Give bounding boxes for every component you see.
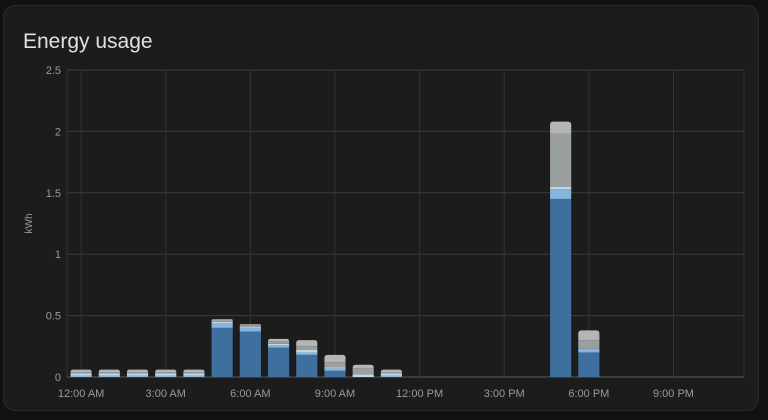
bar-segment [324,367,346,369]
bar-segment [296,340,318,347]
bar-segment [352,374,374,377]
bar-segment [155,372,177,374]
y-tick-label: 1 [55,249,61,261]
x-tick-label: 12:00 AM [58,388,104,400]
bar-segment [296,354,318,377]
bar-segment [550,133,572,187]
y-tick-label: 0.5 [46,311,61,323]
bar-segment [183,369,205,373]
bar-segment [296,352,318,355]
bar-segment [239,325,261,327]
x-tick-label: 6:00 AM [230,388,270,400]
bar-segment [126,373,149,376]
bar-segment [352,368,374,375]
bar-segment [155,369,177,373]
bar-segment [550,186,572,190]
energy-usage-card: Energy usage 0 0.5 1 1.5 2 2.5 12:00 AM 3:00 AM… [3,5,759,411]
bar-segment [267,343,290,346]
bar-segment [98,375,120,377]
bar-segment [267,345,290,348]
bar-segment [267,347,290,377]
bar-segment [98,373,120,376]
y-tick-label: 2 [55,126,61,138]
bar-segment [296,349,318,353]
bar-segment [211,320,233,322]
y-axis-label: kWh [24,214,35,234]
bar-segment [352,364,374,369]
x-tick-label: 9:00 PM [653,388,694,400]
bar-segment [267,341,290,344]
bar-segment [380,375,402,377]
bar-segment [211,322,233,328]
bar-segment [550,121,572,134]
bar-segment [578,348,600,353]
bar-segment [380,369,402,373]
bar-segment [239,331,261,377]
bar-segment [296,346,318,350]
bar-segment [578,352,600,377]
bar-segment [126,375,149,377]
bar-segment [578,340,600,349]
bar-segment [155,373,177,376]
bar-segment [380,372,402,374]
bar-segment [324,362,346,368]
x-tick-label: 6:00 PM [568,388,609,400]
bar-segment [211,321,233,323]
bar-segment [380,373,402,376]
bar-segment [324,370,346,377]
y-tick-label: 1.5 [46,188,61,200]
bar-segment [126,372,149,374]
bar-segment [155,375,177,377]
bar-segment [98,369,120,373]
bar-segment [70,373,92,376]
bar-segment [70,375,92,377]
y-tick-label: 0 [55,372,61,384]
y-tick-label: 2.5 [46,65,61,77]
bar-segment [267,338,290,342]
energy-usage-chart: 0 0.5 1 1.5 2 2.5 12:00 AM 3:00 AM 6:00 AM 9:00 A… [24,65,745,400]
x-tick-label: 9:00 AM [315,388,355,400]
card-title: Energy usage [23,30,153,53]
bar-segment [211,319,233,321]
bar-segment [126,369,149,373]
bar-segment [550,189,572,199]
bar-segment [183,372,205,374]
bar-segment [324,354,346,363]
bar-segment [239,327,261,332]
bar-segment [324,368,346,371]
bar-segment [183,375,205,377]
x-tick-label: 12:00 PM [396,388,443,400]
bar-segment [70,369,92,373]
bar-segment [578,330,600,341]
bar-segment [550,198,572,377]
bar-segment [70,372,92,374]
bar-segment [239,324,261,326]
x-tick-label: 3:00 PM [484,388,525,400]
x-tick-label: 3:00 AM [146,388,186,400]
bar-segment [98,372,120,374]
bar-segment [183,373,205,376]
bar-segment [239,326,261,328]
bar-segment [211,327,233,377]
